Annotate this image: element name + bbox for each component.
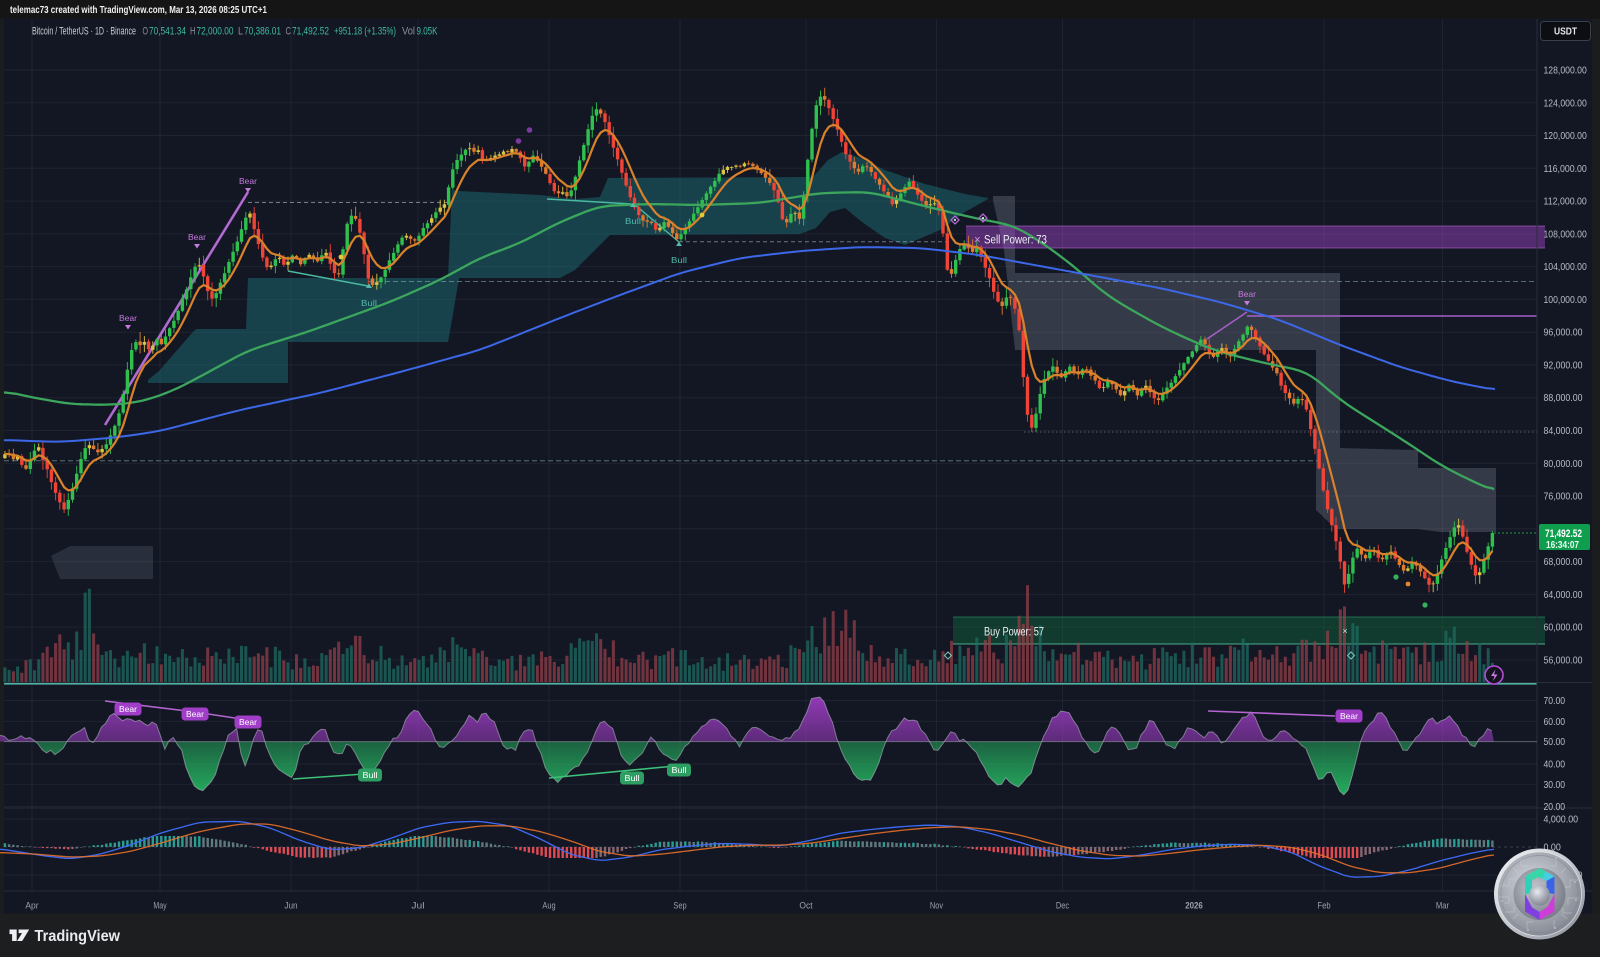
svg-text:0.00: 0.00 xyxy=(1544,843,1562,854)
svg-text:Sep: Sep xyxy=(673,901,686,912)
svg-text:Bear: Bear xyxy=(1340,711,1358,721)
svg-text:C: C xyxy=(286,26,292,38)
svg-text:Bitcoin / TetherUS · 1D · Bina: Bitcoin / TetherUS · 1D · Binance xyxy=(32,26,136,38)
svg-text:9.05K: 9.05K xyxy=(417,26,438,38)
svg-text:71,492.52: 71,492.52 xyxy=(1545,528,1582,540)
svg-text:Bull: Bull xyxy=(361,298,377,308)
svg-text:2026: 2026 xyxy=(1185,901,1203,912)
svg-text:104,000.00: 104,000.00 xyxy=(1544,262,1588,273)
svg-text:70.00: 70.00 xyxy=(1544,696,1566,707)
svg-text:telemac73 created with Trading: telemac73 created with TradingView.com, … xyxy=(10,4,267,16)
svg-text:96,000.00: 96,000.00 xyxy=(1544,328,1583,339)
svg-text:100,000.00: 100,000.00 xyxy=(1544,295,1588,306)
svg-text:Nov: Nov xyxy=(930,901,943,912)
svg-text:84,000.00: 84,000.00 xyxy=(1544,426,1583,437)
svg-text:Bear: Bear xyxy=(239,717,257,727)
svg-text:70,541.34: 70,541.34 xyxy=(149,26,186,38)
svg-text:92,000.00: 92,000.00 xyxy=(1544,360,1583,371)
svg-text:Dec: Dec xyxy=(1056,901,1069,912)
svg-text:×: × xyxy=(974,235,981,247)
svg-text:Mar: Mar xyxy=(1436,901,1449,912)
svg-text:Bull: Bull xyxy=(625,773,640,783)
svg-text:Bear: Bear xyxy=(119,313,137,323)
svg-text:108,000.00: 108,000.00 xyxy=(1544,229,1588,240)
svg-text:50.00: 50.00 xyxy=(1544,737,1566,748)
svg-text:60,000.00: 60,000.00 xyxy=(1544,623,1583,634)
svg-text:TradingView: TradingView xyxy=(35,928,121,945)
svg-text:+951.18 (+1.35%): +951.18 (+1.35%) xyxy=(334,26,396,38)
svg-text:Bull: Bull xyxy=(672,765,687,775)
svg-text:70,386.01: 70,386.01 xyxy=(244,26,281,38)
svg-text:O: O xyxy=(143,26,149,38)
svg-text:56,000.00: 56,000.00 xyxy=(1544,655,1583,666)
svg-text:×: × xyxy=(1342,626,1347,636)
svg-text:May: May xyxy=(153,901,166,912)
svg-text:H: H xyxy=(190,26,196,38)
svg-text:68,000.00: 68,000.00 xyxy=(1544,557,1583,568)
svg-text:64,000.00: 64,000.00 xyxy=(1544,590,1583,601)
svg-text:76,000.00: 76,000.00 xyxy=(1544,492,1583,503)
svg-text:Bear: Bear xyxy=(186,709,204,719)
svg-text:Jun: Jun xyxy=(284,901,297,912)
svg-text:Jul: Jul xyxy=(411,901,424,912)
svg-text:128,000.00: 128,000.00 xyxy=(1544,66,1588,77)
svg-text:30.00: 30.00 xyxy=(1544,780,1566,791)
svg-text:124,000.00: 124,000.00 xyxy=(1544,98,1588,109)
svg-text:71,492.52: 71,492.52 xyxy=(292,26,329,38)
svg-text:116,000.00: 116,000.00 xyxy=(1544,164,1588,175)
svg-text:80,000.00: 80,000.00 xyxy=(1544,459,1583,470)
svg-text:Aug: Aug xyxy=(542,901,555,912)
svg-text:40.00: 40.00 xyxy=(1544,760,1566,771)
svg-text:Bear: Bear xyxy=(188,232,206,242)
svg-text:112,000.00: 112,000.00 xyxy=(1544,197,1588,208)
svg-text:Bear: Bear xyxy=(119,704,137,714)
svg-text:Apr: Apr xyxy=(25,901,38,912)
svg-text:Oct: Oct xyxy=(799,901,813,912)
svg-text:120,000.00: 120,000.00 xyxy=(1544,131,1588,142)
svg-text:USDT: USDT xyxy=(1554,26,1577,38)
svg-text:Vol: Vol xyxy=(402,26,415,38)
svg-text:Bear: Bear xyxy=(239,176,257,186)
svg-text:60.00: 60.00 xyxy=(1544,717,1566,728)
svg-text:Bull: Bull xyxy=(363,770,378,780)
svg-text:Sell Power: 73: Sell Power: 73 xyxy=(984,235,1047,247)
svg-text:20.00: 20.00 xyxy=(1544,802,1566,813)
svg-text:72,000.00: 72,000.00 xyxy=(197,26,234,38)
svg-text:16:34:07: 16:34:07 xyxy=(1546,539,1579,551)
svg-text:88,000.00: 88,000.00 xyxy=(1544,393,1583,404)
svg-text:Bull: Bull xyxy=(671,255,687,265)
svg-text:Feb: Feb xyxy=(1317,901,1330,912)
svg-text:L: L xyxy=(238,26,243,38)
svg-text:Buy Power: 57: Buy Power: 57 xyxy=(984,627,1044,639)
svg-text:4,000.00: 4,000.00 xyxy=(1544,815,1579,826)
svg-text:Bull: Bull xyxy=(625,216,641,226)
svg-text:Bear: Bear xyxy=(1238,289,1256,299)
